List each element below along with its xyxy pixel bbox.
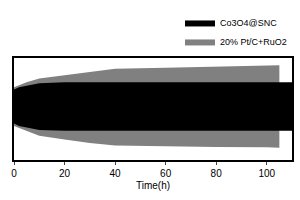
svg-text:20% Pt/C+RuO2: 20% Pt/C+RuO2 (220, 37, 287, 47)
svg-text:Time(h): Time(h) (136, 180, 170, 191)
svg-text:20: 20 (59, 168, 71, 179)
svg-text:100: 100 (258, 168, 275, 179)
svg-text:0: 0 (11, 168, 17, 179)
svg-text:60: 60 (160, 168, 172, 179)
svg-text:80: 80 (211, 168, 223, 179)
svg-text:Co3O4@SNC: Co3O4@SNC (220, 18, 277, 28)
svg-text:40: 40 (110, 168, 122, 179)
